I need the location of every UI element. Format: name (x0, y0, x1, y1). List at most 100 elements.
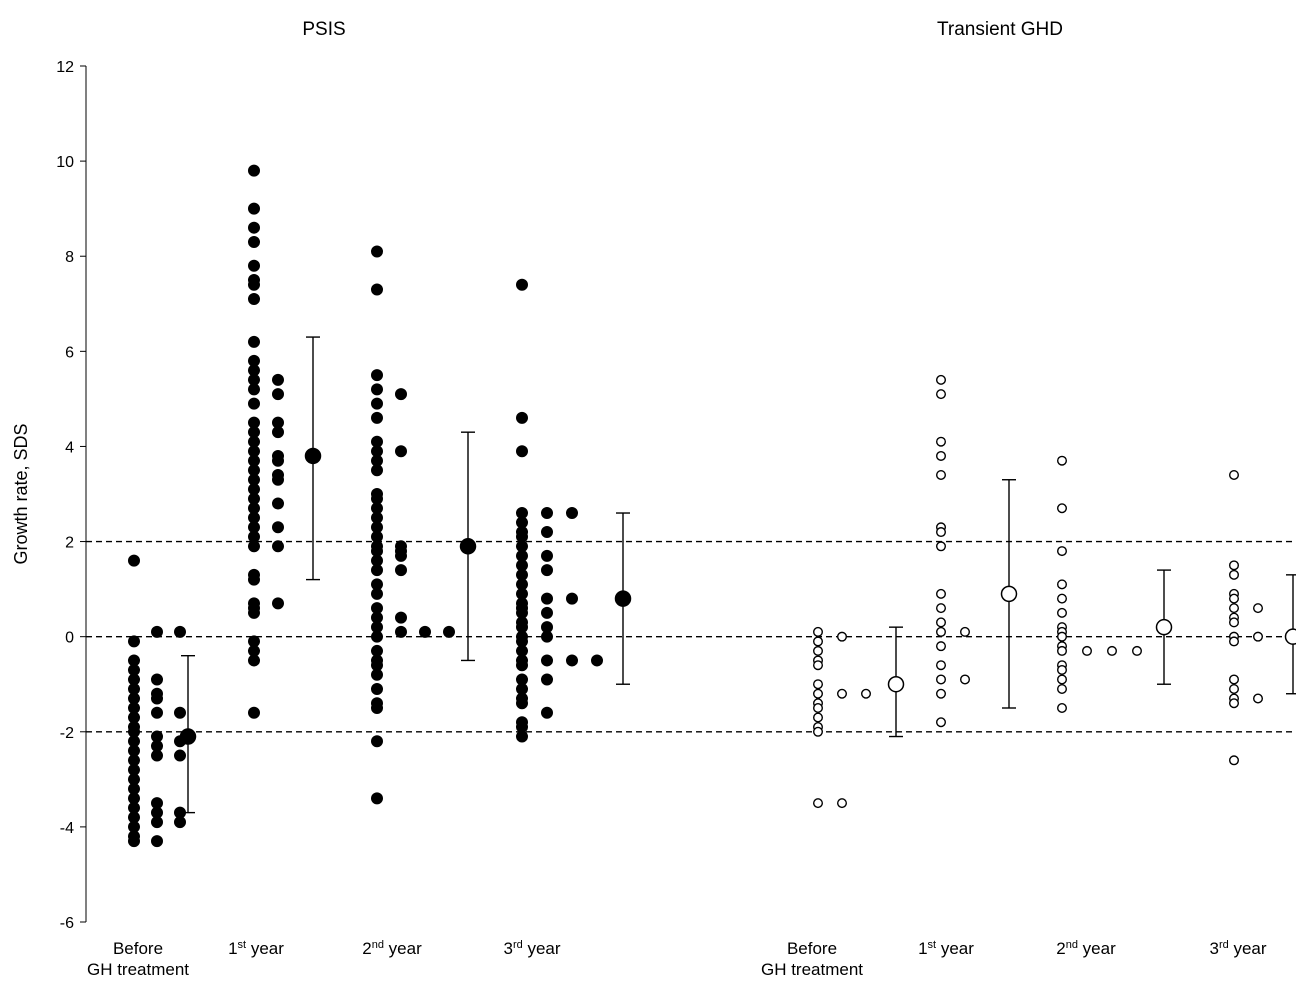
data-point (937, 437, 946, 446)
data-point (1230, 594, 1239, 603)
data-point (249, 384, 260, 395)
y-tick-label: 6 (65, 344, 74, 361)
mean-marker (889, 677, 904, 692)
data-point (372, 398, 383, 409)
data-point (1230, 685, 1239, 694)
category-label: 3rd year (1209, 939, 1266, 958)
data-point (1058, 456, 1067, 465)
y-tick-label: -4 (60, 820, 74, 837)
data-point (273, 474, 284, 485)
data-point (862, 689, 871, 698)
data-point (937, 628, 946, 637)
data-point (567, 508, 578, 519)
data-point (249, 294, 260, 305)
data-point (1230, 561, 1239, 570)
category-label: Before (787, 939, 837, 958)
data-point (937, 718, 946, 727)
data-point (372, 736, 383, 747)
data-point (814, 704, 823, 713)
data-point (444, 627, 455, 638)
category-label: 3rd year (503, 939, 560, 958)
data-point (937, 542, 946, 551)
data-point (249, 655, 260, 666)
data-point (1230, 604, 1239, 613)
data-point (814, 628, 823, 637)
mean-marker (1157, 620, 1172, 635)
data-point (517, 413, 528, 424)
data-point (1058, 580, 1067, 589)
data-point (542, 631, 553, 642)
data-point (372, 669, 383, 680)
data-point (814, 647, 823, 656)
data-point (1230, 699, 1239, 708)
data-point (542, 527, 553, 538)
data-point (1058, 675, 1067, 684)
data-point (249, 337, 260, 348)
data-point (1058, 594, 1067, 603)
mean-marker (461, 539, 476, 554)
data-point (175, 817, 186, 828)
data-point (937, 390, 946, 399)
data-point (937, 689, 946, 698)
category-label-line2: GH treatment (87, 960, 189, 979)
data-point (372, 370, 383, 381)
data-point (152, 627, 163, 638)
data-point (249, 541, 260, 552)
data-point (937, 618, 946, 627)
data-point (838, 689, 847, 698)
data-point (1058, 704, 1067, 713)
category-label: 1st year (918, 939, 974, 958)
data-point (937, 452, 946, 461)
data-point (396, 551, 407, 562)
data-point (1058, 504, 1067, 513)
data-point (1230, 756, 1239, 765)
data-point (372, 246, 383, 257)
data-point (396, 446, 407, 457)
data-point (129, 555, 140, 566)
data-point (517, 698, 528, 709)
data-point (372, 384, 383, 395)
data-point (372, 631, 383, 642)
data-point (814, 661, 823, 670)
data-point (937, 590, 946, 599)
data-point (273, 498, 284, 509)
data-point (372, 703, 383, 714)
data-point (396, 389, 407, 400)
data-point (420, 627, 431, 638)
panel-title: Transient GHD (937, 19, 1063, 40)
data-point (814, 680, 823, 689)
data-point (1058, 609, 1067, 618)
data-point (249, 222, 260, 233)
data-point (1254, 604, 1263, 613)
data-point (1133, 647, 1142, 656)
data-point (542, 508, 553, 519)
panel-title: PSIS (302, 19, 345, 40)
data-point (152, 707, 163, 718)
data-point (1254, 632, 1263, 641)
data-point (961, 675, 970, 684)
category-label: Before (113, 939, 163, 958)
data-point (273, 375, 284, 386)
mean-marker (181, 729, 196, 744)
data-point (961, 628, 970, 637)
mean-marker (306, 448, 321, 463)
data-point (175, 750, 186, 761)
data-point (396, 612, 407, 623)
data-point (372, 793, 383, 804)
data-point (937, 376, 946, 385)
data-point (567, 593, 578, 604)
data-point (129, 836, 140, 847)
data-point (1230, 571, 1239, 580)
data-point (372, 684, 383, 695)
data-point (592, 655, 603, 666)
data-point (542, 593, 553, 604)
data-point (249, 707, 260, 718)
data-point (249, 165, 260, 176)
data-point (1058, 647, 1067, 656)
data-point (1230, 618, 1239, 627)
data-point (249, 279, 260, 290)
mean-marker (1002, 586, 1017, 601)
data-point (273, 522, 284, 533)
data-point (1108, 647, 1117, 656)
